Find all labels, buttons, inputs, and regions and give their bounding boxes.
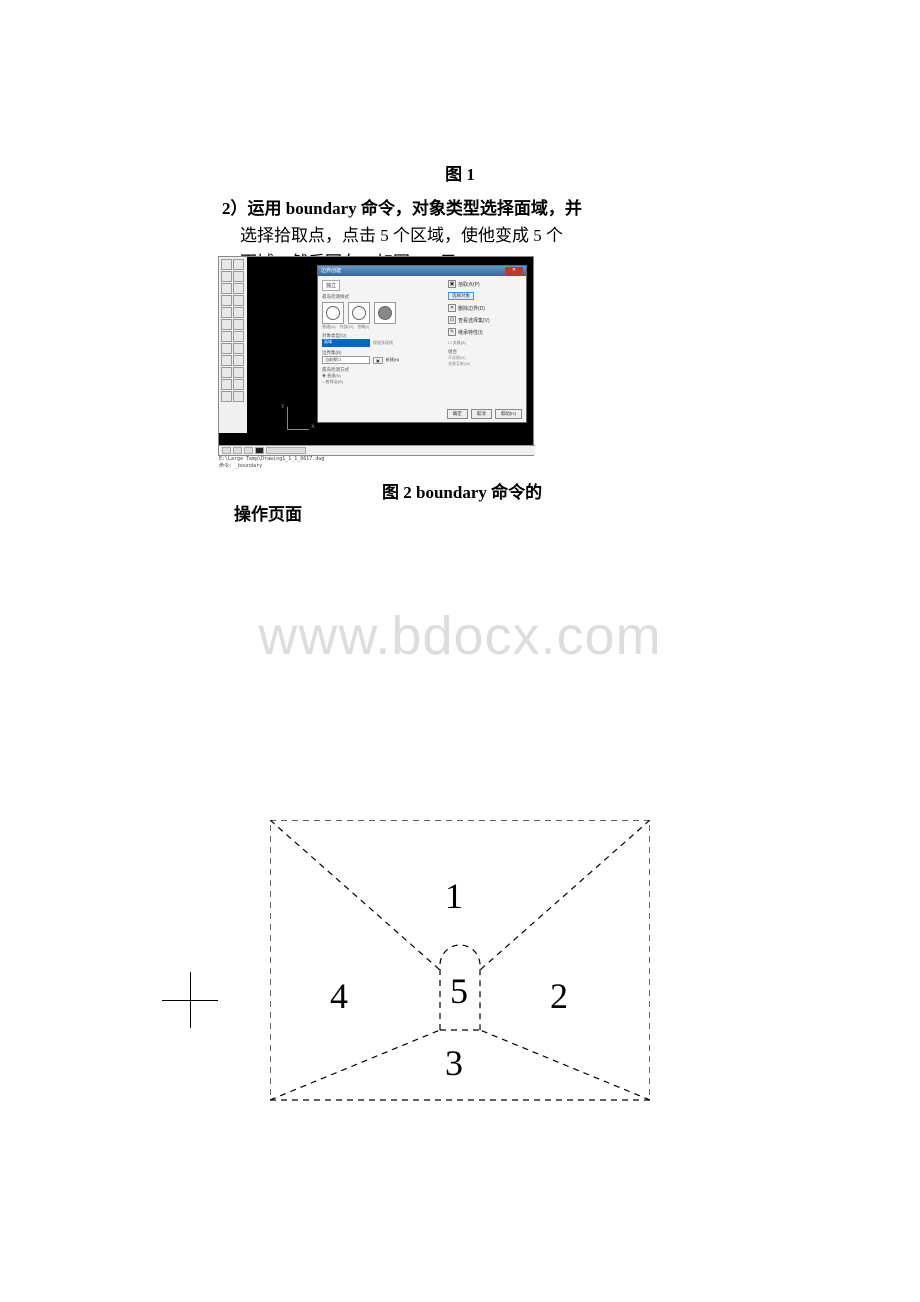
object-type-select[interactable]: 面域 [322, 339, 370, 347]
island-swatch-outer[interactable] [348, 302, 370, 324]
combine-opt2[interactable]: 关联至新(W) [448, 361, 522, 367]
region-2-label: 2 [550, 975, 568, 1017]
cad-left-toolbar [219, 257, 247, 433]
tool-button[interactable] [233, 319, 244, 330]
inherit-props-icon[interactable]: ✎ [448, 328, 456, 336]
dialog-tab[interactable]: 独立 [322, 280, 340, 291]
ok-button[interactable]: 确定 [447, 409, 468, 419]
dialog-titlebar: 边界创建 ✕ [318, 266, 526, 276]
tool-button[interactable] [233, 271, 244, 282]
help-button[interactable]: 帮助(H) [495, 409, 522, 419]
diag-tl [270, 820, 440, 970]
axis-x-label: X [311, 425, 315, 430]
region-5-label: 5 [450, 970, 468, 1012]
watermark-text: www.bdocx.com [0, 605, 920, 667]
diag-br [480, 1030, 650, 1100]
view-selection-label: 查看选择集(V) [458, 317, 490, 324]
tool-button[interactable] [221, 367, 232, 378]
instr-line2: 选择拾取点，点击 5 个区域，使他变成 5 个 [240, 222, 722, 249]
swatch2-label: 外部(O) [340, 324, 354, 330]
tool-button[interactable] [233, 331, 244, 342]
tool-button[interactable] [221, 259, 232, 270]
tool-button[interactable] [233, 391, 244, 402]
cad-statusbar [219, 445, 535, 455]
layout-tab[interactable] [244, 447, 253, 454]
command-line: E:\Large Temp\Drawing1_1_1_0617.dwg 命令: … [219, 456, 535, 469]
tool-button[interactable] [221, 283, 232, 294]
layout-tab[interactable] [233, 447, 242, 454]
layout-tab-active[interactable] [255, 447, 264, 454]
region-1-label: 1 [445, 875, 463, 917]
model-tab[interactable] [222, 447, 231, 454]
cancel-button[interactable]: 取消 [471, 409, 492, 419]
new-boundary-button[interactable]: ▣ [373, 357, 383, 364]
tool-button[interactable] [233, 343, 244, 354]
retain-checkbox-label[interactable]: 保留多段线 [373, 340, 393, 346]
pick-point-icon[interactable]: ▣ [448, 280, 456, 288]
remove-boundary-icon[interactable]: ✕ [448, 304, 456, 312]
figure-1-caption: 图 1 [0, 160, 920, 185]
view-selection-icon[interactable]: ⊡ [448, 316, 456, 324]
autocad-screenshot: Y X 边界创建 ✕ 独立 孤岛检测样式 普通(N) 外部(O) 忽略(I) [218, 256, 534, 456]
figure-2-caption-sub: 操作页面 [234, 500, 302, 525]
region-4-label: 4 [330, 975, 348, 1017]
region-3-label: 3 [445, 1042, 463, 1084]
boundary-set-select[interactable]: 当前视口 [322, 356, 370, 364]
tool-button[interactable] [221, 343, 232, 354]
remove-boundary-label: 删除边界(D) [458, 305, 485, 312]
tool-button[interactable] [221, 271, 232, 282]
tool-button[interactable] [221, 331, 232, 342]
region-diagram: 1 2 3 4 5 [150, 820, 750, 1130]
pick-point-label: 拾取点(P) [458, 281, 480, 288]
island-style-label: 孤岛检测样式 [322, 294, 442, 300]
tool-button[interactable] [233, 283, 244, 294]
instr-prefix: 2）运用 [222, 199, 286, 218]
tool-button[interactable] [233, 307, 244, 318]
figure-2-caption: 图 2 boundary 命令的 [382, 478, 542, 503]
swatch3-label: 忽略(I) [357, 324, 369, 330]
dialog-close-button[interactable]: ✕ [505, 267, 523, 275]
tool-button[interactable] [221, 355, 232, 366]
boundary-dialog: 边界创建 ✕ 独立 孤岛检测样式 普通(N) 外部(O) 忽略(I) 对象类型(… [317, 265, 527, 423]
island-swatch-ignore[interactable] [374, 302, 396, 324]
radio-ray[interactable]: ○ 射线法(R) [322, 379, 442, 385]
dialog-title-text: 边界创建 [321, 267, 341, 275]
diag-bl [270, 1030, 440, 1100]
new-button-label: 新建(N) [386, 357, 400, 363]
axis-y-label: Y [281, 405, 285, 410]
tool-button[interactable] [233, 259, 244, 270]
layout-tab[interactable] [266, 447, 306, 454]
swatch1-label: 普通(N) [322, 324, 336, 330]
tool-button[interactable] [221, 307, 232, 318]
instr-rest1: 命令，对象类型选择面域，并 [357, 199, 582, 218]
diag-tr [480, 820, 650, 970]
tool-button[interactable] [221, 295, 232, 306]
cmdline-text: 命令: _boundary [219, 462, 535, 469]
inherit-props-label: 继承特性(I) [458, 329, 483, 336]
instr-cmd: boundary [286, 199, 357, 218]
tool-button[interactable] [221, 319, 232, 330]
select-object-button[interactable]: 选择对象 [448, 292, 474, 300]
tool-button[interactable] [233, 379, 244, 390]
tool-button[interactable] [233, 295, 244, 306]
island-swatch-normal[interactable] [322, 302, 344, 324]
assoc-checkbox[interactable]: ☐ 关联(A) [448, 340, 522, 346]
tool-button[interactable] [221, 391, 232, 402]
tool-button[interactable] [221, 379, 232, 390]
tool-button[interactable] [233, 355, 244, 366]
tool-button[interactable] [233, 367, 244, 378]
